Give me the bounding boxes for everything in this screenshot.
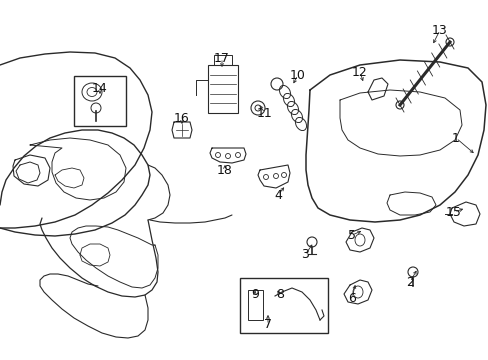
Text: 2: 2 xyxy=(405,275,413,288)
Text: 12: 12 xyxy=(351,66,367,78)
Bar xyxy=(247,290,263,320)
Text: 10: 10 xyxy=(289,68,305,81)
Bar xyxy=(207,65,238,113)
Text: 3: 3 xyxy=(301,248,308,261)
Text: 6: 6 xyxy=(347,292,355,305)
Text: 1: 1 xyxy=(451,131,459,144)
Text: 17: 17 xyxy=(214,51,229,64)
Text: 18: 18 xyxy=(217,163,232,176)
Text: 4: 4 xyxy=(273,189,282,202)
Text: 8: 8 xyxy=(275,288,284,302)
Text: 13: 13 xyxy=(431,23,447,36)
Bar xyxy=(214,55,231,65)
Text: 14: 14 xyxy=(92,81,108,95)
Text: 7: 7 xyxy=(264,319,271,332)
Text: 11: 11 xyxy=(257,107,272,120)
Text: 9: 9 xyxy=(250,288,259,302)
Text: 15: 15 xyxy=(445,206,461,219)
Text: 16: 16 xyxy=(174,112,189,125)
Bar xyxy=(240,278,327,333)
Bar xyxy=(74,76,126,126)
Text: 5: 5 xyxy=(347,229,355,242)
